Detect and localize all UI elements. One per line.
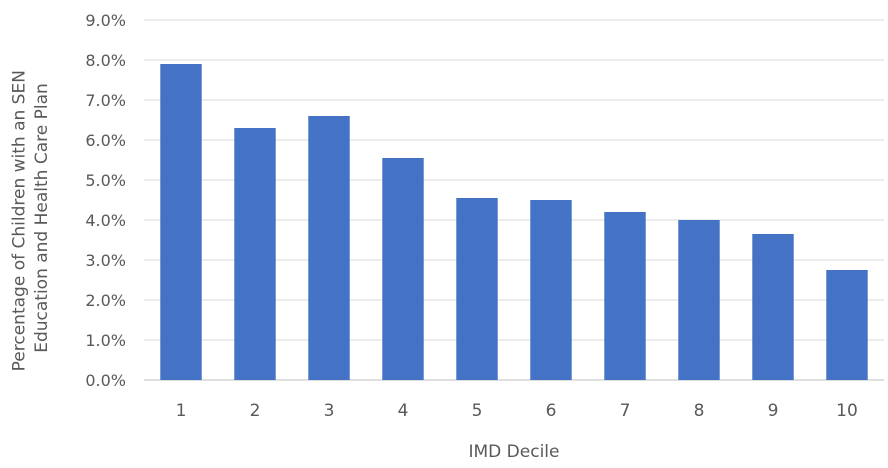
bar-decile-1 (160, 64, 202, 380)
y-tick-label: 7.0% (85, 91, 126, 110)
y-tick-label: 8.0% (85, 51, 126, 70)
y-tick-label: 2.0% (85, 291, 126, 310)
x-tick-label: 4 (398, 401, 409, 421)
y-axis-ticks: 0.0% 1.0% 2.0% 3.0% 4.0% 5.0% 6.0% 7.0% 8.0% 9.0% (85, 11, 126, 390)
y-tick-label: 9.0% (85, 11, 126, 30)
bar-decile-10 (826, 270, 868, 380)
bar-series (160, 64, 868, 380)
x-tick-label: 2 (250, 401, 261, 421)
x-axis-title: IMD Decile (469, 442, 560, 462)
bar-decile-8 (678, 220, 720, 380)
bar-decile-9 (752, 234, 794, 380)
y-axis-title-line-2: Education and Health Care Plan (32, 83, 52, 353)
bar-decile-3 (308, 116, 350, 380)
bar-decile-7 (604, 212, 646, 380)
y-tick-label: 4.0% (85, 211, 126, 230)
bar-decile-5 (456, 198, 498, 380)
x-tick-label: 7 (620, 401, 631, 421)
y-tick-label: 5.0% (85, 171, 126, 190)
x-tick-label: 9 (768, 401, 779, 421)
x-tick-label: 1 (176, 401, 187, 421)
x-tick-label: 10 (836, 401, 858, 421)
y-tick-label: 3.0% (85, 251, 126, 270)
y-axis-title-line-1: Percentage of Children with an SEN (10, 70, 30, 371)
y-axis-title: Percentage of Children with an SEN Educa… (10, 65, 52, 372)
y-tick-label: 1.0% (85, 331, 126, 350)
bar-decile-4 (382, 158, 424, 380)
x-tick-label: 6 (546, 401, 557, 421)
y-tick-label: 0.0% (85, 371, 126, 390)
bar-decile-6 (530, 200, 572, 380)
x-tick-label: 3 (324, 401, 335, 421)
x-axis-ticks: 1 2 3 4 5 6 7 8 9 10 (176, 401, 858, 421)
y-tick-label: 6.0% (85, 131, 126, 150)
x-tick-label: 8 (694, 401, 705, 421)
x-tick-label: 5 (472, 401, 483, 421)
bar-decile-2 (234, 128, 276, 380)
